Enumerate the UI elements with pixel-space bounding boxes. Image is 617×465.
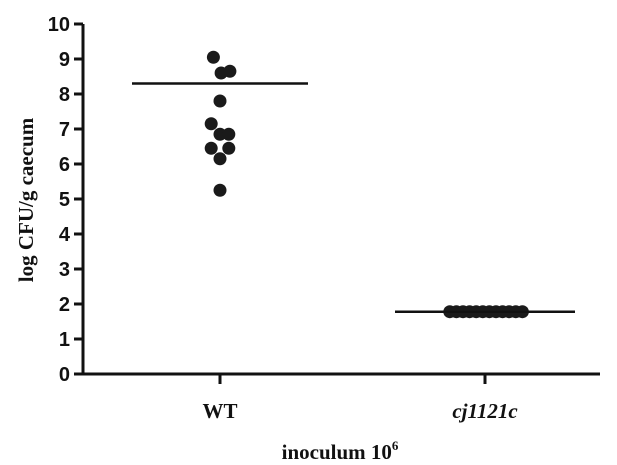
- y-axis-ticks: 0 1 2 3 4 5 6 7 8 9 10: [48, 14, 83, 386]
- y-tick-label: 4: [59, 224, 71, 246]
- data-point: [213, 94, 227, 108]
- y-tick-label: 7: [59, 119, 70, 141]
- data-point: [213, 152, 227, 166]
- y-tick-label: 8: [59, 84, 70, 106]
- data-point: [213, 183, 227, 197]
- y-tick-label: 3: [59, 259, 70, 281]
- mean-lines: [132, 82, 575, 313]
- x-axis-title-text: inoculum 10: [282, 440, 392, 464]
- x-axis-title: inoculum 106: [282, 438, 399, 464]
- data-point: [222, 127, 236, 141]
- y-tick-label: 2: [59, 294, 70, 316]
- x-axis-ticks: WT cj1121c: [202, 374, 518, 423]
- y-tick-label: 6: [59, 154, 70, 176]
- y-tick-label: 0: [59, 364, 70, 386]
- x-axis-title-superscript: 6: [392, 438, 399, 453]
- data-point: [222, 141, 236, 155]
- data-point: [223, 64, 237, 78]
- axes: [81, 24, 600, 376]
- x-tick-label: WT: [202, 399, 237, 423]
- y-axis-title: log CFU/g caecum: [14, 117, 38, 282]
- y-tick-label: 5: [59, 189, 70, 211]
- y-tick-label: 9: [59, 49, 70, 71]
- data-point: [206, 50, 220, 64]
- y-tick-label: 10: [48, 14, 70, 36]
- x-tick-label: cj1121c: [452, 399, 518, 423]
- y-tick-label: 1: [59, 329, 70, 351]
- data-points: [204, 50, 529, 319]
- data-point: [204, 117, 218, 131]
- data-point: [204, 141, 218, 155]
